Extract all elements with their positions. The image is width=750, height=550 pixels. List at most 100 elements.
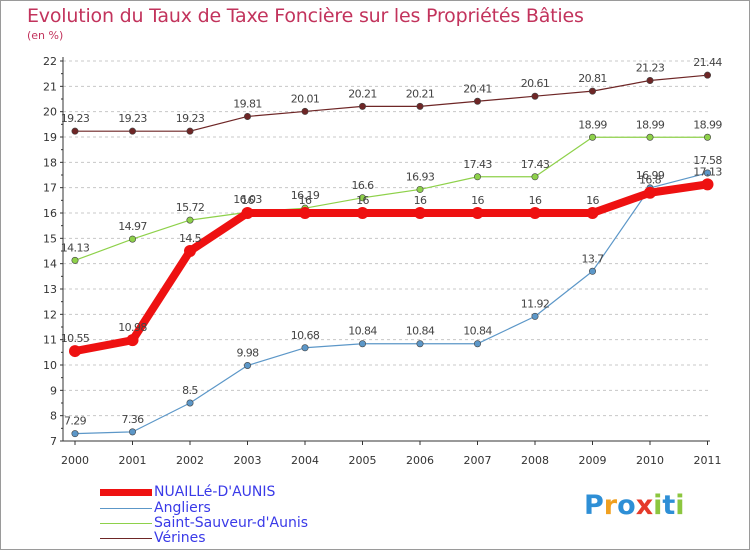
x-tick-label: 2007	[464, 454, 492, 467]
data-label: 17.58	[693, 154, 722, 167]
x-tick-label: 2010	[636, 454, 664, 467]
legend-label: NUAILLé-D'AUNIS	[154, 484, 276, 500]
legend-swatch	[100, 522, 152, 524]
y-tick-label: 10	[43, 359, 57, 372]
data-label: 11.92	[521, 297, 550, 310]
chart-title: Evolution du Taux de Taxe Foncière sur l…	[27, 5, 584, 27]
data-label: 19.23	[61, 112, 90, 125]
data-point	[646, 133, 654, 141]
data-label: 16	[241, 194, 254, 207]
y-tick-label: 20	[43, 106, 57, 119]
x-tick-label: 2006	[406, 454, 434, 467]
x-tick-label: 2004	[291, 454, 319, 467]
data-label: 14.97	[118, 220, 147, 233]
data-point	[241, 207, 254, 219]
data-label: 10.55	[61, 332, 90, 345]
y-tick-label: 18	[43, 156, 57, 169]
logo-letter: P	[584, 490, 604, 521]
data-point	[358, 102, 366, 110]
data-label: 18.99	[578, 118, 607, 131]
data-point	[358, 194, 366, 202]
y-tick-label: 13	[43, 283, 57, 296]
proxiti-logo: Proxiti	[584, 490, 685, 521]
logo-letter: t	[662, 490, 676, 521]
logo-letter: o	[617, 490, 636, 521]
data-label: 16	[586, 194, 599, 207]
data-label: 10.84	[463, 325, 492, 338]
y-tick-label: 11	[43, 334, 57, 347]
data-point	[473, 97, 481, 105]
data-label: 10.98	[118, 321, 147, 334]
y-tick-label: 9	[50, 384, 57, 397]
data-label: 21.23	[636, 62, 665, 75]
data-label: 7.36	[121, 413, 144, 426]
data-label: 9.98	[236, 347, 259, 360]
logo-letter: r	[603, 490, 618, 521]
y-tick-label: 12	[43, 308, 57, 321]
legend-swatch	[100, 488, 152, 496]
data-label: 16.99	[636, 169, 665, 182]
data-label: 20.21	[406, 87, 435, 100]
data-label: 20.81	[578, 72, 607, 85]
data-label: 17.43	[521, 158, 550, 171]
data-label: 7.29	[64, 415, 87, 428]
data-label: 17.43	[463, 158, 492, 171]
x-tick-label: 2002	[176, 454, 204, 467]
series-line	[71, 180, 712, 356]
data-point	[356, 207, 369, 219]
data-point	[471, 207, 484, 219]
y-tick-label: 19	[43, 131, 57, 144]
logo-letter: i	[675, 490, 685, 521]
data-point	[71, 430, 79, 438]
data-point	[416, 102, 424, 110]
data-label: 14.5	[179, 232, 202, 245]
axes: 7 8 9 10 11 12 13 14 15 16 17 18 19 20 21 22 2000 2001 200…	[43, 55, 722, 467]
data-label: 20.01	[291, 92, 320, 105]
legend-item-verines: Vérines	[100, 530, 206, 546]
data-label: 10.84	[348, 325, 377, 338]
data-labels: 19.23 19.23 19.23 19.81 20.01 20.21 20.21 20.41…	[61, 56, 723, 427]
data-point	[71, 127, 79, 135]
data-point	[529, 207, 541, 219]
legend-label: Vérines	[154, 530, 206, 546]
data-point	[531, 312, 539, 320]
data-point	[588, 267, 596, 275]
data-label: 19.81	[233, 97, 262, 110]
data-point	[586, 207, 599, 219]
data-point	[588, 133, 596, 141]
data-label: 13.7	[581, 252, 604, 265]
data-point	[184, 245, 196, 257]
series-lines	[69, 71, 714, 438]
data-point	[186, 399, 194, 407]
data-point	[129, 428, 137, 436]
legend-swatch	[100, 507, 152, 509]
x-tick-label: 2011	[694, 454, 722, 467]
data-point	[531, 173, 539, 181]
data-label: 15.72	[176, 201, 205, 214]
data-point	[244, 362, 252, 370]
data-label: 16	[414, 194, 427, 207]
data-point	[126, 334, 139, 347]
legend-swatch	[100, 537, 152, 539]
data-point	[358, 340, 366, 348]
series-line	[74, 172, 709, 435]
data-label: 14.13	[61, 241, 90, 254]
data-label: 19.23	[118, 112, 147, 125]
x-tick-label: 2009	[579, 454, 607, 467]
data-point	[244, 112, 252, 120]
data-point	[299, 207, 311, 219]
data-label: 10.68	[291, 329, 320, 342]
legend-item-angliers: Angliers	[100, 500, 211, 516]
data-point	[473, 340, 481, 348]
data-point	[129, 235, 137, 243]
data-point	[703, 169, 711, 177]
data-point	[186, 127, 194, 135]
data-label: 16.93	[406, 170, 435, 183]
data-label: 16.8	[639, 174, 662, 187]
y-tick-label: 7	[50, 435, 57, 448]
data-point	[301, 107, 309, 115]
data-label: 18.99	[636, 118, 665, 131]
data-label: 16	[299, 194, 312, 207]
